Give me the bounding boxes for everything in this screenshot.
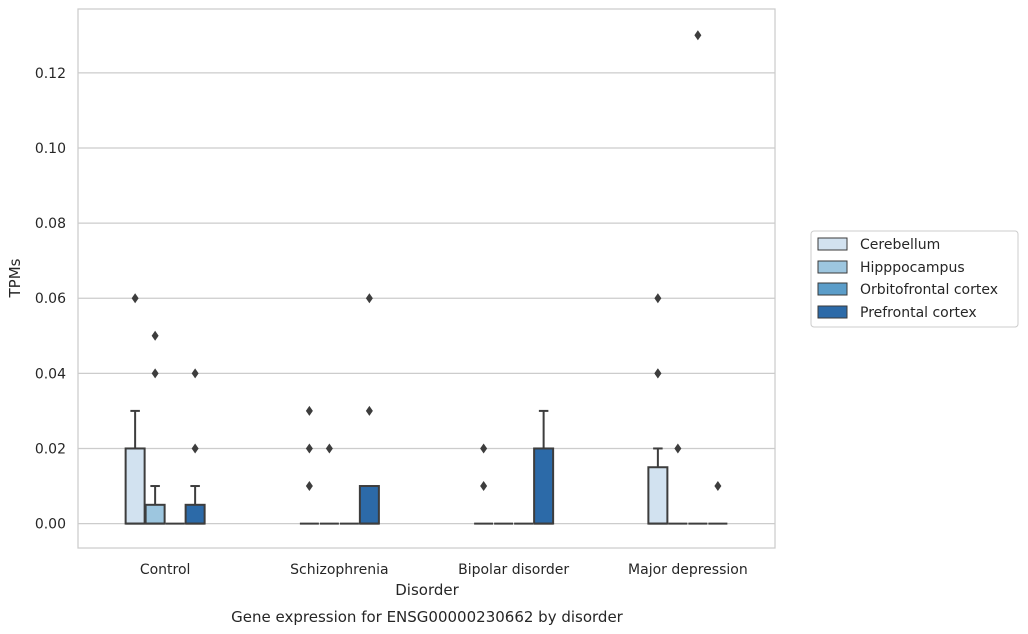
y-tick-label: 0.12 — [35, 66, 66, 82]
outlier-point — [714, 481, 722, 492]
outlier-point — [305, 481, 313, 492]
legend: Cerebellum Hipppocampus Orbitofrontal co… — [810, 230, 1019, 328]
box-body — [184, 503, 206, 525]
box-series — [124, 409, 728, 525]
legend-frame — [810, 230, 1019, 328]
legend-swatch — [817, 237, 848, 251]
legend-item-prefrontal-cortex: Prefrontal cortex — [817, 305, 977, 321]
box-body — [124, 447, 146, 525]
y-axis-ticks: 0.00 0.02 0.04 0.06 0.08 0.10 0.12 — [35, 66, 66, 533]
y-tick-label: 0.04 — [35, 366, 66, 382]
outlier-point — [305, 405, 313, 416]
grid-lines — [78, 72, 775, 525]
outlier-point — [325, 443, 333, 454]
legend-label: Prefrontal cortex — [860, 305, 977, 321]
outlier-points — [131, 30, 722, 492]
y-tick-label: 0.10 — [35, 141, 66, 157]
box-body — [647, 466, 669, 525]
plot-area — [77, 8, 776, 549]
outlier-point — [131, 293, 139, 304]
outlier-point — [654, 293, 662, 304]
y-tick-label: 0.08 — [35, 216, 66, 232]
box-prefrontal-cortex — [533, 409, 555, 525]
x-axis-label: Disorder — [395, 581, 459, 599]
box-prefrontal-cortex — [184, 485, 206, 525]
legend-swatch — [817, 260, 848, 274]
x-tick-label: Schizophrenia — [290, 562, 388, 578]
outlier-point — [480, 481, 488, 492]
outlier-point — [694, 30, 702, 41]
outlier-point — [151, 330, 159, 341]
legend-item-cerebellum: Cerebellum — [817, 237, 940, 253]
legend-item-hippocampus: Hipppocampus — [817, 260, 965, 276]
outlier-point — [151, 368, 159, 379]
outlier-point — [480, 443, 488, 454]
legend-label: Hipppocampus — [860, 260, 965, 276]
outlier-point — [191, 443, 199, 454]
box-body — [144, 503, 166, 525]
chart-caption: Gene expression for ENSG00000230662 by d… — [231, 608, 624, 626]
outlier-point — [674, 443, 682, 454]
legend-swatch — [817, 282, 848, 296]
box-body — [358, 485, 380, 525]
outlier-point — [365, 293, 373, 304]
y-tick-label: 0.06 — [35, 291, 66, 307]
y-tick-label: 0.00 — [35, 517, 66, 533]
y-tick-label: 0.02 — [35, 441, 66, 457]
legend-item-orbitofrontal-cortex: Orbitofrontal cortex — [817, 282, 998, 298]
legend-label: Cerebellum — [860, 237, 940, 253]
legend-label: Orbitofrontal cortex — [860, 282, 998, 298]
x-tick-label: Bipolar disorder — [458, 562, 569, 578]
outlier-point — [191, 368, 199, 379]
x-axis-ticks: Control Schizophrenia Bipolar disorder Majo… — [140, 562, 748, 578]
box-cerebellum — [647, 447, 669, 525]
box-prefrontal-cortex — [358, 485, 380, 525]
y-axis-label: TPMs — [6, 258, 24, 298]
outlier-point — [654, 368, 662, 379]
outlier-point — [305, 443, 313, 454]
x-tick-label: Control — [140, 562, 191, 578]
box-hipppocampus — [144, 485, 166, 525]
x-tick-label: Major depression — [628, 562, 748, 578]
outlier-point — [365, 405, 373, 416]
legend-swatch — [817, 305, 848, 319]
box-body — [533, 447, 555, 525]
box-cerebellum — [124, 409, 146, 525]
